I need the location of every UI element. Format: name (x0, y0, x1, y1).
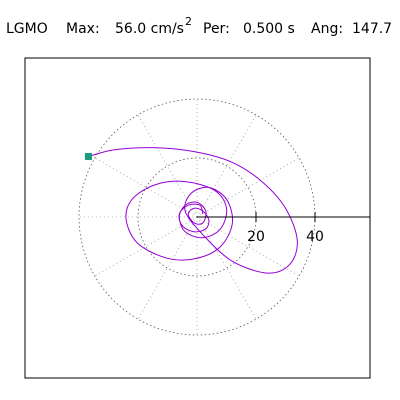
chart-header: LGMO Max: 56.0 cm/s 2 Per: 0.500 s Ang: … (0, 6, 400, 46)
max-label: Max: (66, 21, 100, 37)
max-value: 56.0 cm/s (115, 21, 184, 37)
axis-ticks: 20 40 (247, 212, 324, 245)
station-code: LGMO (6, 21, 48, 37)
radial-line (94, 157, 198, 218)
period-value: 0.500 s (243, 21, 295, 37)
radial-line (137, 216, 198, 320)
radial-line (137, 114, 198, 218)
angle-label: Ang: (311, 21, 344, 37)
radial-line (196, 157, 300, 218)
period-label: Per: (203, 21, 230, 37)
start-marker-group (84, 153, 92, 161)
series-line-0 (88, 147, 298, 274)
motion-trace (88, 147, 298, 274)
max-unit-exponent: 2 (185, 15, 192, 28)
plot-frame (24, 57, 371, 379)
tick-label-40: 40 (306, 229, 324, 245)
angle-value: 147.7 (352, 21, 393, 37)
radial-line (196, 216, 300, 277)
tick-label-20: 20 (247, 229, 265, 245)
start-marker (84, 153, 92, 161)
